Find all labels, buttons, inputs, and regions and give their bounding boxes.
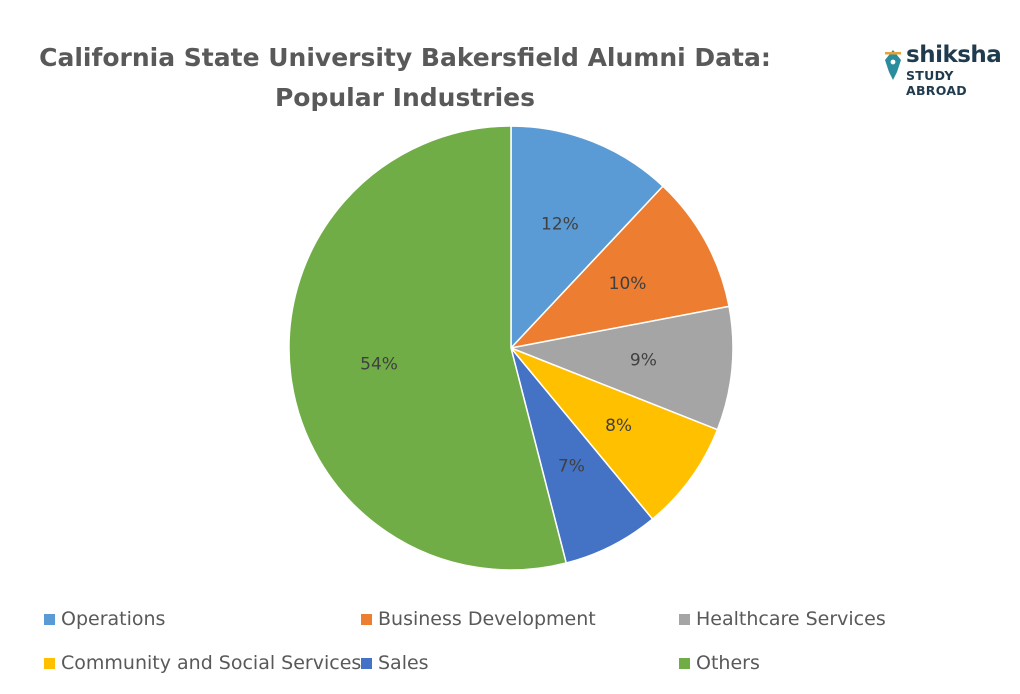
legend-label: Others: [696, 652, 760, 674]
legend-swatch: [44, 613, 55, 625]
pie-slice-operations: [510, 125, 665, 350]
legend-swatch: [679, 613, 690, 625]
legend-label: Business Development: [378, 608, 596, 630]
logo-name: shiksha: [906, 42, 1002, 68]
chart-title: California State University Bakersfield …: [39, 43, 771, 112]
legend-label: Community and Social Services: [61, 652, 362, 674]
slice-value-label: 8%: [605, 416, 632, 436]
legend-swatch: [361, 657, 372, 669]
pen-nib-icon: [885, 50, 901, 80]
legend-label: Sales: [378, 652, 429, 674]
legend-item: Sales: [361, 652, 429, 674]
shiksha-logo: shiksha STUDY ABROAD: [882, 42, 1012, 98]
pie-slices: [288, 125, 734, 571]
slice-value-label: 7%: [558, 457, 585, 477]
legend-label: Operations: [61, 608, 166, 630]
logo-tagline: STUDY ABROAD: [906, 68, 967, 98]
legend-item: Others: [679, 652, 760, 674]
slice-value-label: 9%: [630, 351, 657, 371]
slice-value-label: 54%: [360, 355, 398, 375]
legend-swatch: [44, 657, 55, 669]
legend-item: Business Development: [361, 608, 596, 630]
pie-slice-community-and-social-services: [510, 347, 719, 521]
legend-item: Operations: [44, 608, 165, 630]
pie-slice-business-development: [508, 185, 730, 350]
pie-slice-others: [288, 125, 568, 571]
slice-value-label: 10%: [609, 274, 647, 294]
legend-label: Healthcare Services: [696, 608, 886, 630]
legend-swatch: [361, 613, 372, 625]
slice-value-label: 12%: [541, 214, 579, 234]
pie-value-labels: 12% 10% 9% 8% 7% 54%: [360, 214, 657, 476]
legend-item: Community and Social Services: [44, 652, 361, 674]
pie-slice-healthcare-services: [508, 305, 734, 431]
legend-item: Healthcare Services: [679, 608, 886, 630]
legend-swatch: [679, 657, 690, 669]
